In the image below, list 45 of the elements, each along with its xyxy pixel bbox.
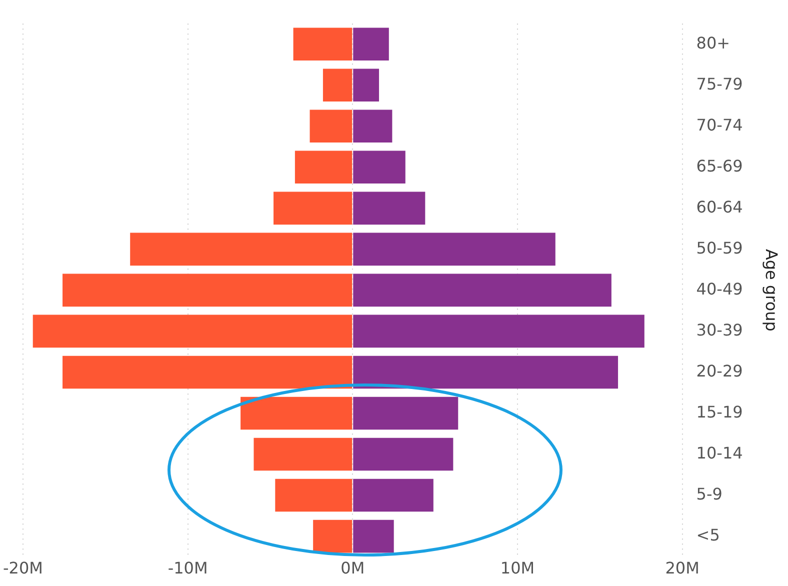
bar: [353, 150, 406, 184]
bar: [353, 68, 380, 102]
x-tick-label: -20M: [3, 558, 43, 578]
y-tick-label: 20-29: [696, 361, 743, 380]
bar: [353, 28, 389, 61]
bar: [322, 68, 352, 102]
y-tick-label: <5: [696, 525, 720, 544]
bar: [353, 192, 426, 225]
bar: [240, 396, 352, 430]
y-tick-label: 70-74: [696, 115, 743, 134]
y-tick-label: 5-9: [696, 484, 722, 504]
bar: [62, 356, 352, 389]
bar: [353, 438, 454, 471]
bar: [353, 110, 392, 143]
bar: [353, 314, 644, 348]
bar: [310, 110, 352, 143]
bar: [130, 232, 352, 266]
bar: [353, 232, 556, 266]
bar: [294, 150, 352, 184]
bar: [353, 396, 458, 430]
bar: [353, 478, 434, 512]
bar: [353, 274, 612, 307]
bar: [274, 192, 352, 225]
bar: [32, 314, 352, 348]
bar: [313, 520, 352, 553]
y-tick-label: 40-49: [696, 279, 743, 298]
bar: [353, 356, 618, 389]
y-tick-label: 10-14: [696, 443, 743, 462]
y-tick-label: 65-69: [696, 156, 743, 176]
x-tick-label: 20M: [665, 558, 700, 578]
bar: [353, 520, 394, 553]
x-tick-label: -10M: [168, 558, 208, 578]
y-tick-label: 75-79: [696, 74, 743, 94]
x-tick-label: 10M: [500, 558, 535, 578]
y-tick-label: 30-39: [696, 320, 743, 340]
bar: [62, 274, 352, 307]
x-tick-label: 0M: [340, 558, 365, 578]
bar: [293, 28, 352, 61]
y-tick-label: 50-59: [696, 238, 743, 258]
y-tick-label: 80+: [696, 33, 730, 52]
bar: [254, 438, 352, 471]
bar: [275, 478, 352, 512]
y-tick-label: 15-19: [696, 402, 743, 422]
y-axis-title: Age group: [762, 248, 782, 332]
y-tick-label: 60-64: [696, 197, 743, 216]
